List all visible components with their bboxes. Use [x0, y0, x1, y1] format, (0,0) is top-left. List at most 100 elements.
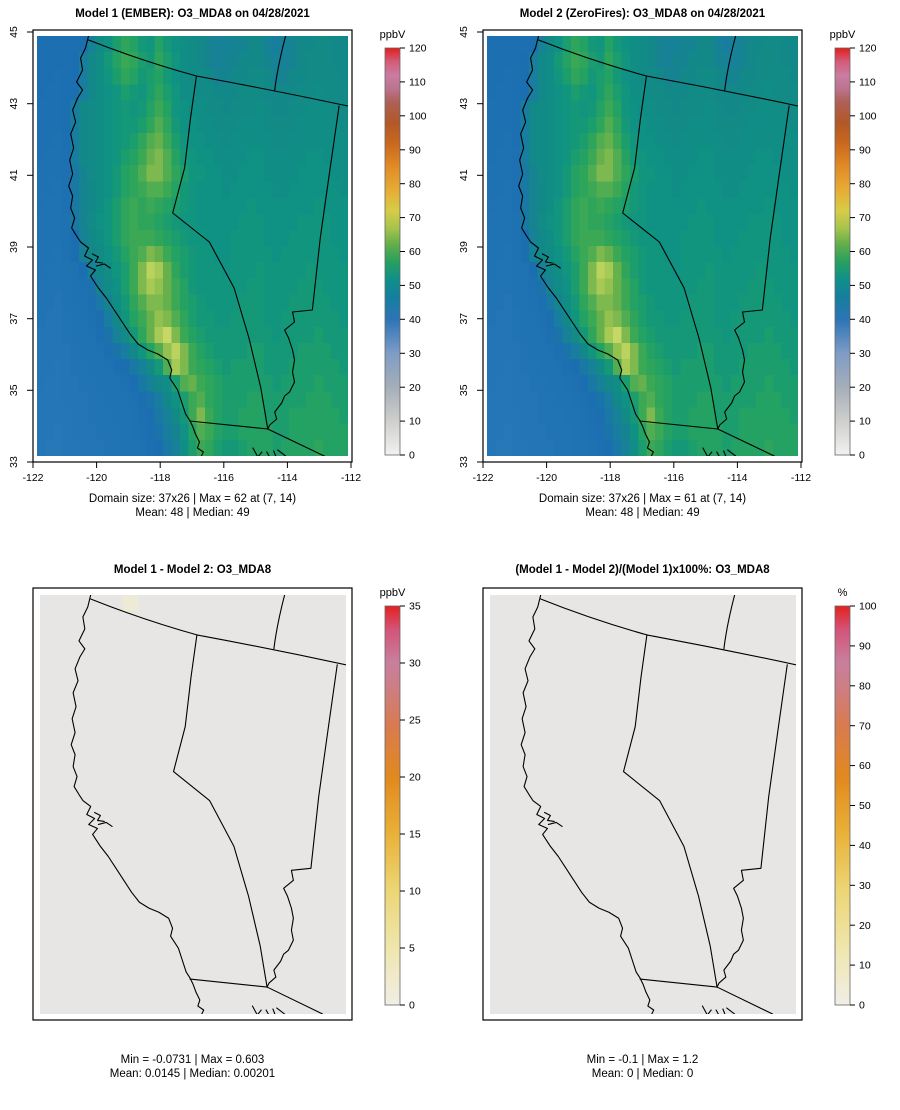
colorbar-tick-label: 0: [409, 1000, 415, 1012]
colorbar-tick-label: 15: [409, 829, 421, 841]
plot-frame: [32, 29, 353, 463]
colorbar-tick-label: 100: [859, 601, 877, 613]
y-axis-tick-label: 39: [458, 241, 470, 253]
colorbar-tick-label: 120: [859, 43, 877, 55]
colorbar-tick-label: 0: [859, 450, 865, 462]
colorbar-tick-label: 10: [859, 960, 871, 972]
colorbar-tick-label: 90: [859, 144, 871, 156]
colorbar-tick-label: 50: [859, 280, 871, 292]
colorbar-unit-label: ppbV: [830, 29, 856, 41]
colorbar-tick-label: 110: [859, 77, 876, 89]
plot-frame: [482, 587, 803, 1021]
x-axis-tick-label: -116: [214, 472, 234, 484]
colorbar-tick-label: 30: [409, 658, 421, 670]
colorbar-tick-label: 110: [409, 77, 426, 89]
colorbar-tick-label: 0: [409, 450, 415, 462]
colorbar-tick-label: 70: [859, 720, 871, 732]
plot-frame: [32, 587, 353, 1021]
state-boundary-line: [724, 595, 735, 649]
colorbar-tick-label: 60: [859, 246, 871, 258]
colorbar: [834, 605, 851, 1006]
panel-title: (Model 1 - Model 2)/(Model 1)x100%: O3_M…: [515, 564, 770, 576]
colorbar-tick-label: 100: [859, 110, 877, 122]
x-axis-tick-label: -118: [150, 472, 170, 484]
colorbar-tick-label: 25: [409, 715, 421, 727]
colorbar-tick-label: 20: [409, 772, 421, 784]
y-axis-tick-label: 35: [8, 384, 20, 396]
y-axis-tick-label: 45: [8, 26, 20, 38]
panel-model1: Model 1 (EMBER): O3_MDA8 on 04/28/2021 -…: [0, 0, 450, 552]
x-axis-tick-label: -118: [600, 472, 620, 484]
colorbar-unit-label: ppbV: [380, 587, 406, 599]
colorbar: [834, 47, 851, 456]
y-axis-tick-label: 33: [458, 456, 470, 468]
state-boundary-line: [521, 595, 654, 1014]
state-boundary-line: [95, 812, 113, 826]
state-boundary-line: [646, 76, 798, 106]
state-boundary-line: [718, 106, 789, 429]
state-boundary-line: [197, 635, 346, 665]
y-axis-tick-label: 43: [8, 98, 20, 110]
state-boundary-line: [69, 36, 204, 456]
panel-caption: Domain size: 37x26 | Max = 61 at (7, 14): [538, 493, 747, 505]
panel-caption: Mean: 0.0145 | Median: 0.00201: [109, 1068, 276, 1080]
state-boundary-line: [725, 36, 736, 90]
map-canvas: -122 -120 -118 -116 -114 -112 45 43 41 39 37 35 33 pp…: [458, 26, 877, 484]
colorbar-tick-label: 35: [409, 601, 421, 613]
y-axis-tick-label: 41: [8, 169, 20, 181]
state-boundary-line: [268, 429, 324, 456]
x-axis-tick-label: -112: [341, 472, 361, 484]
panel-caption: Mean: 48 | Median: 49: [135, 507, 250, 519]
colorbar-tick-label: 80: [859, 680, 871, 692]
panel-caption: Min = -0.1 | Max = 1.2: [586, 1054, 699, 1066]
y-axis-tick-label: 37: [8, 313, 20, 325]
map-canvas: -122 -120 -118 -116 -114 -112 45 43 41 39 37 35 33 pp…: [8, 26, 427, 484]
y-axis-tick-label: 39: [8, 241, 20, 253]
colorbar-tick-label: 40: [409, 314, 421, 326]
panel-difference: Model 1 - Model 2: O3_MDA8 ppbV 0 5 10 15 20 2…: [0, 558, 450, 1110]
panel-caption: Mean: 48 | Median: 49: [585, 507, 700, 519]
state-boundary-line: [623, 76, 718, 429]
colorbar-tick-label: 120: [409, 43, 427, 55]
panel-title: Model 1 - Model 2: O3_MDA8: [113, 564, 272, 576]
state-boundary-line: [542, 254, 560, 268]
x-axis-tick-label: -120: [86, 472, 107, 484]
state-boundary-line: [274, 595, 285, 649]
state-boundary-line: [71, 595, 204, 1014]
x-axis-tick-label: -120: [536, 472, 557, 484]
colorbar-tick-label: 0: [859, 1000, 865, 1012]
state-boundary-line: [253, 448, 286, 459]
panel-caption: Mean: 0 | Median: 0: [591, 1068, 694, 1080]
panel-caption: Domain size: 37x26 | Max = 62 at (7, 14): [88, 493, 297, 505]
state-boundary-line: [718, 429, 774, 456]
colorbar-tick-label: 100: [409, 110, 427, 122]
colorbar-tick-label: 40: [859, 314, 871, 326]
panel-caption: Min = -0.0731 | Max = 0.603: [120, 1054, 265, 1066]
state-boundary-line: [190, 979, 267, 987]
colorbar-tick-label: 50: [859, 800, 871, 812]
state-boundary-line: [91, 599, 197, 635]
state-boundary-line: [92, 254, 110, 268]
x-axis-tick-label: -116: [664, 472, 684, 484]
x-axis-tick-label: -112: [791, 472, 811, 484]
panel-title: Model 1 (EMBER): O3_MDA8 on 04/28/2021: [75, 8, 310, 20]
state-boundary-line: [174, 635, 268, 987]
state-boundary-line: [89, 40, 197, 76]
colorbar-tick-label: 30: [859, 348, 871, 360]
colorbar-unit-label: ppbV: [380, 29, 406, 41]
state-boundary-line: [190, 421, 268, 429]
state-boundary-line: [640, 979, 717, 987]
y-axis-tick-label: 43: [458, 98, 470, 110]
colorbar-tick-label: 20: [859, 920, 871, 932]
colorbar-tick-label: 60: [859, 760, 871, 772]
colorbar-tick-label: 90: [859, 641, 871, 653]
state-boundary-line: [267, 987, 323, 1014]
colorbar-unit-label: %: [838, 587, 848, 599]
state-boundary-line: [196, 76, 348, 106]
y-axis-tick-label: 35: [458, 384, 470, 396]
y-axis-tick-label: 41: [458, 169, 470, 181]
x-axis-tick-label: -122: [472, 472, 493, 484]
colorbar-tick-label: 10: [409, 886, 421, 898]
colorbar-tick-label: 30: [409, 348, 421, 360]
